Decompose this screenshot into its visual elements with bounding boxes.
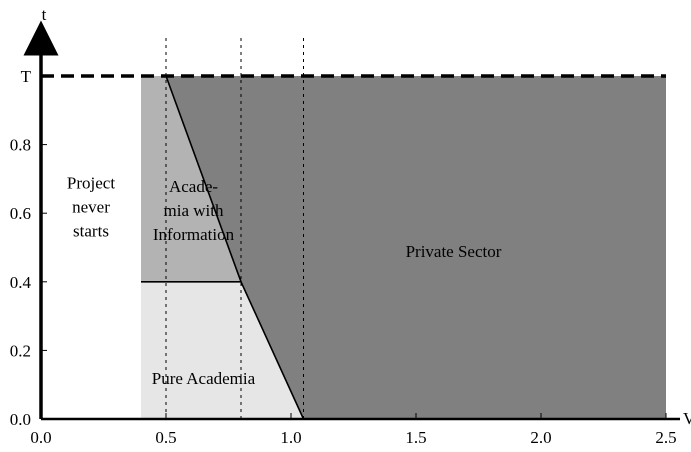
- lines-layer: [41, 38, 666, 420]
- x-axis-label: V: [683, 409, 691, 428]
- region-private-sector: [166, 76, 666, 419]
- region-labels-layer: Project never starts Pure Academia Acade-mia…: [67, 173, 502, 388]
- regions-layer: [41, 76, 666, 419]
- x-tick-label: 2.0: [530, 428, 551, 447]
- region-label-line: Information: [153, 225, 235, 244]
- region-pure-academia: [141, 281, 304, 419]
- region-project-never-starts: [41, 76, 141, 419]
- region-label-private-sector: Private Sector: [406, 242, 502, 261]
- x-tick-label: 0.0: [30, 428, 51, 447]
- axes-layer: V t: [23, 5, 691, 428]
- x-tick-label: 2.5: [655, 428, 676, 447]
- y-tick-label: 0.2: [10, 341, 31, 360]
- region-academia-with-information: [141, 76, 241, 282]
- region-label-project-never-starts: Project never starts: [67, 173, 115, 240]
- region-label-pure-academia: Pure Academia: [152, 369, 256, 388]
- region-label-line: Acade-: [169, 177, 218, 196]
- y-tick-label: 0.4: [10, 273, 32, 292]
- ticks-layer: 0.0 0.5 1.0 1.5 2.0 2.5 0.0 0.2 0.4 0.6 0.8 T: [10, 67, 677, 447]
- x-tick-label: 1.0: [280, 428, 301, 447]
- region-label-line: Private Sector: [406, 242, 502, 261]
- y-axis-label: t: [42, 5, 47, 24]
- y-tick-label: 0.8: [10, 136, 31, 155]
- y-tick-label: T: [21, 67, 32, 86]
- y-tick-label: 0.0: [10, 410, 31, 429]
- x-tick-label: 0.5: [155, 428, 176, 447]
- y-tick-label: 0.6: [10, 204, 31, 223]
- region-label-line: Pure Academia: [152, 369, 256, 388]
- region-label-line: Project: [67, 173, 115, 192]
- region-label-line: starts: [73, 221, 109, 240]
- region-label-academia-with-information: Acade-mia with Information: [153, 177, 235, 244]
- region-label-line: never: [72, 197, 110, 216]
- region-label-line: mia with: [164, 201, 224, 220]
- x-tick-label: 1.5: [405, 428, 426, 447]
